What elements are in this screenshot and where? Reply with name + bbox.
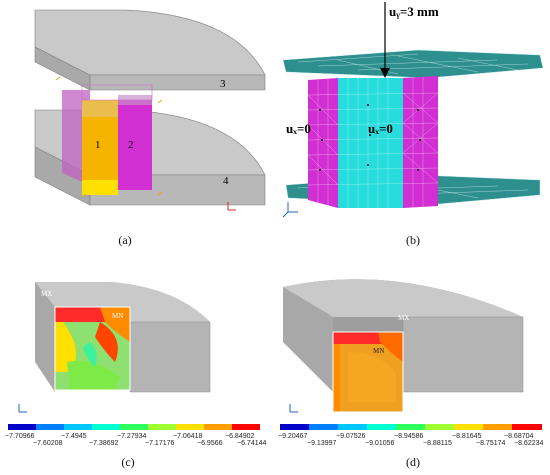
plate-3-label: 3 [220,78,226,90]
panel-b-mesh [282,2,544,218]
cb-c-bot-3: −7.17176 [145,440,175,447]
panel-c-contour [8,282,260,430]
cb-d-bot-3: −8.88115 [423,440,452,447]
panel-d-contour [280,279,542,430]
mx-label-d: MX [398,314,410,322]
cb-c-top-4: −7.06418 [173,433,203,440]
colorbar-c [8,424,260,430]
cb-c-bot-1: −7.60208 [33,440,63,447]
caption-d: (d) [406,455,420,469]
contour-block-d [332,331,404,413]
panel-c: MX MN −7.70966 −7.4945 −7.27934 −7.06418… [5,262,270,447]
bc-left-label: uₓ=0 [286,121,311,136]
mn-label-c: MN [112,312,124,320]
cb-d-bot-2: −9.01056 [365,440,395,447]
cb-d-top-2: −9.07526 [336,433,366,440]
plate-4-label: 4 [223,175,229,187]
cb-d-bot-1: −9.13997 [307,440,337,447]
caption-b: (b) [406,233,420,247]
contour-block-c [54,306,131,391]
cb-d-top-4: −8.81645 [452,433,482,440]
cb-c-bot-2: −7.38692 [89,440,119,447]
cb-d-bot-5: −8.62234 [514,440,544,447]
bc-right-label: uₓ=0 [368,121,393,136]
cb-c-bot-5: −6.74144 [237,440,267,447]
cb-d-top-1: −9.20467 [278,433,308,440]
panel-d: MX MN −9.20467 −9.07526 −8.94586 −8.8164… [278,262,548,447]
cb-d-bot-4: −8.75174 [476,440,506,447]
cb-c-top-5: −6.84902 [225,433,255,440]
caption-a: (a) [118,233,132,247]
block-1-label: 1 [95,139,101,151]
cb-c-top-3: −7.27934 [117,433,147,440]
cb-c-top-1: −7.70966 [5,433,35,440]
load-label: uᵧ=3 mm [389,4,439,19]
caption-c: (c) [121,455,135,469]
panel-b: uᵧ=3 mm uₓ=0 uₓ=0 [278,0,548,225]
colorbar-d [280,424,542,430]
panel-a-model [34,9,266,211]
panel-a: 1 2 3 4 [20,5,270,225]
mx-label-c: MX [41,290,53,298]
cb-c-bot-4: −6.9566 [197,440,223,447]
mn-label-d: MN [373,347,385,355]
cb-d-top-3: −8.94586 [394,433,424,440]
block-2-label: 2 [128,139,134,151]
cb-c-top-2: −7.4945 [61,433,87,440]
cb-d-top-5: −8.68704 [504,433,534,440]
